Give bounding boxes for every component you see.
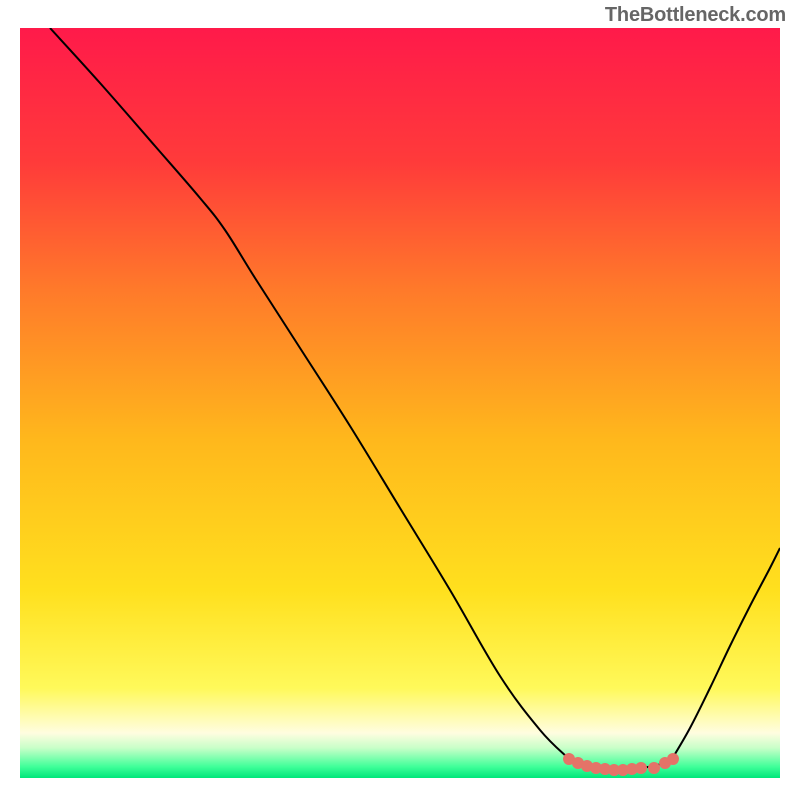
chart-svg xyxy=(20,28,780,778)
curve-main xyxy=(50,28,568,758)
chart-area xyxy=(20,28,780,778)
valley-markers xyxy=(563,753,679,776)
watermark-text: TheBottleneck.com xyxy=(605,4,786,27)
valley-marker-dot xyxy=(667,753,679,765)
valley-marker-dot xyxy=(635,762,647,774)
curve-right xyxy=(672,548,780,759)
valley-marker-dot xyxy=(648,762,660,774)
